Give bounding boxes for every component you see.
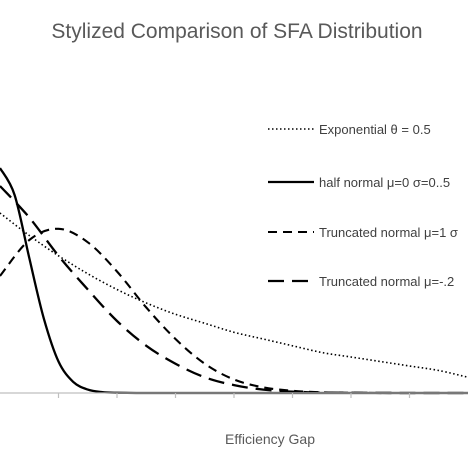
series-line-3 — [0, 227, 468, 395]
legend-label-1: Exponential θ = 0.5 — [319, 122, 431, 137]
series-line-1 — [0, 212, 469, 379]
legend: Exponential θ = 0.5 half normal μ=0 σ=0..… — [268, 122, 458, 289]
x-axis-label: Efficiency Gap — [225, 431, 315, 447]
chart-title: Stylized Comparison of SFA Distribution — [51, 20, 422, 43]
x-axis-ticks — [57, 393, 411, 398]
legend-label-3: Truncated normal μ=1 σ — [319, 225, 458, 240]
legend-label-2: half normal μ=0 σ=0..5 — [319, 175, 450, 190]
legend-label-4: Truncated normal μ=-.2 — [319, 274, 454, 289]
